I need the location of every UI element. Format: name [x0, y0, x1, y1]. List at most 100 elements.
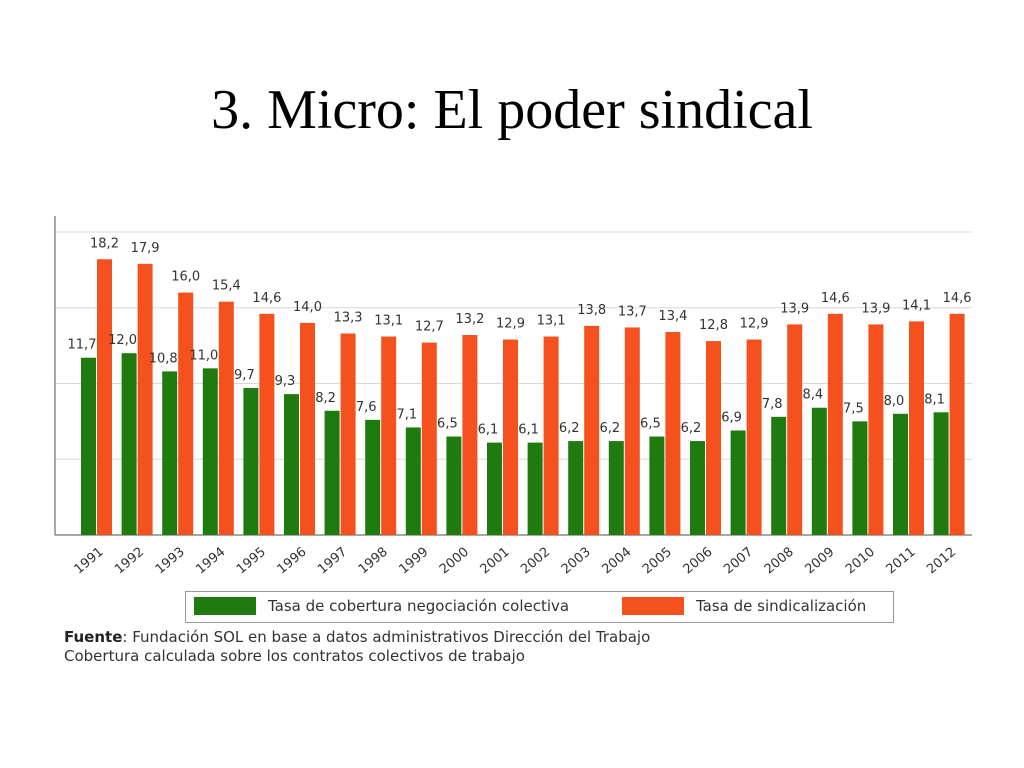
bar-coverage	[730, 430, 746, 535]
bar-unionization	[381, 336, 397, 535]
data-label-unionization: 16,0	[171, 270, 200, 285]
bar-unionization	[949, 313, 965, 535]
data-label-coverage: 11,7	[68, 338, 97, 353]
bar-coverage	[608, 441, 624, 535]
data-label-coverage: 11,0	[189, 348, 218, 363]
data-label-coverage: 6,5	[640, 417, 661, 432]
data-label-coverage: 6,2	[559, 421, 580, 436]
x-tick-label: 2010	[843, 545, 878, 578]
data-label-coverage: 6,1	[478, 423, 499, 438]
source-line-2: Cobertura calculada sobre los contratos …	[64, 647, 525, 665]
bar-unionization	[503, 339, 518, 535]
data-label-unionization: 12,7	[415, 320, 444, 335]
x-tick-label: 2006	[681, 545, 716, 578]
data-label-unionization: 14,6	[943, 291, 972, 306]
bar-unionization	[624, 327, 640, 535]
slide-title: 3. Micro: El poder sindical	[211, 79, 813, 141]
bar-coverage	[852, 421, 868, 535]
bar-coverage	[893, 413, 908, 535]
data-label-unionization: 13,3	[334, 311, 363, 326]
data-label-unionization: 18,2	[90, 236, 119, 251]
data-label-unionization: 12,9	[740, 317, 769, 332]
x-tick-label: 2003	[559, 545, 594, 578]
data-label-coverage: 8,4	[802, 388, 823, 403]
data-label-coverage: 6,5	[437, 417, 458, 432]
bar-unionization	[340, 333, 356, 535]
x-tick-label: 1995	[234, 545, 269, 578]
bar-coverage	[690, 441, 705, 535]
data-label-unionization: 14,6	[252, 291, 281, 306]
source-note: Fuente: Fundación SOL en base a datos ad…	[64, 628, 650, 666]
x-tick-label: 2009	[802, 545, 837, 578]
data-label-coverage: 8,0	[884, 394, 905, 409]
data-label-unionization: 12,8	[699, 318, 728, 333]
bar-coverage	[811, 407, 827, 535]
bar-unionization	[827, 313, 843, 535]
x-tick-label: 2005	[640, 545, 675, 578]
bar-coverage	[243, 388, 259, 535]
data-label-unionization: 14,0	[293, 300, 322, 315]
bar-unionization	[178, 292, 194, 535]
data-label-coverage: 12,0	[108, 333, 137, 348]
bar-unionization	[462, 335, 478, 535]
bar-coverage	[446, 436, 462, 535]
data-label-unionization: 13,7	[618, 304, 647, 319]
chart-legend: Tasa de cobertura negociación colectiva …	[185, 591, 894, 623]
bar-unionization	[97, 259, 112, 535]
data-label-coverage: 7,6	[356, 400, 377, 415]
x-tick-label: 1994	[193, 545, 228, 578]
legend-swatch-orange	[622, 597, 684, 615]
bar-unionization	[787, 324, 803, 535]
bar-unionization	[421, 342, 437, 535]
bar-coverage	[649, 436, 665, 535]
x-tick-label: 1998	[356, 545, 391, 578]
source-prefix: Fuente	[64, 628, 123, 646]
bar-unionization	[584, 325, 600, 535]
data-label-unionization: 13,9	[780, 301, 809, 316]
x-tick-label: 2012	[924, 545, 959, 578]
data-label-coverage: 6,2	[599, 421, 620, 436]
bar-unionization	[218, 301, 234, 535]
data-label-unionization: 14,1	[902, 298, 931, 313]
data-label-coverage: 9,7	[234, 368, 255, 383]
legend-item-coverage: Tasa de cobertura negociación colectiva	[194, 597, 569, 615]
data-label-coverage: 6,2	[681, 421, 702, 436]
legend-label-coverage: Tasa de cobertura negociación colectiva	[268, 597, 570, 615]
data-label-unionization: 13,9	[861, 301, 890, 316]
data-label-unionization: 14,6	[821, 291, 850, 306]
data-label-unionization: 13,1	[374, 314, 403, 329]
bar-unionization	[543, 336, 559, 535]
bar-unionization	[868, 324, 884, 535]
x-tick-label: 2007	[721, 545, 756, 578]
bar-coverage	[771, 416, 787, 535]
data-label-coverage: 6,9	[721, 410, 742, 425]
data-label-coverage: 9,3	[275, 374, 296, 389]
bar-coverage	[202, 368, 218, 535]
bar-coverage	[487, 442, 502, 535]
x-tick-label: 2000	[437, 545, 472, 578]
bars-group: 11,7 18,2 1991 12,0 17,9 1992 10,8 16,0 1993 11,0…	[68, 236, 989, 578]
data-label-unionization: 13,8	[577, 303, 606, 318]
x-tick-label: 2004	[599, 545, 634, 578]
data-label-unionization: 17,9	[131, 241, 160, 256]
bar-unionization	[706, 341, 721, 535]
x-tick-label: 2008	[762, 545, 797, 578]
data-label-unionization: 15,4	[212, 279, 241, 294]
data-label-coverage: 10,8	[149, 351, 178, 366]
data-label-coverage: 8,1	[924, 392, 945, 407]
source-line-1: Fuente: Fundación SOL en base a datos ad…	[64, 628, 650, 647]
legend-label-unionization: Tasa de sindicalización	[696, 597, 867, 615]
data-label-coverage: 7,5	[843, 401, 864, 416]
bar-coverage	[81, 357, 96, 535]
bar-unionization	[259, 313, 275, 535]
bar-unionization	[137, 263, 153, 535]
bar-coverage	[974, 408, 989, 535]
bar-unionization	[665, 331, 681, 535]
x-tick-label: 1991	[72, 545, 107, 578]
source-text: : Fundación SOL en base a datos administ…	[122, 628, 651, 646]
data-label-unionization: 13,4	[658, 309, 687, 324]
x-tick-label: 1999	[396, 545, 431, 578]
x-tick-label: 1992	[112, 545, 147, 578]
